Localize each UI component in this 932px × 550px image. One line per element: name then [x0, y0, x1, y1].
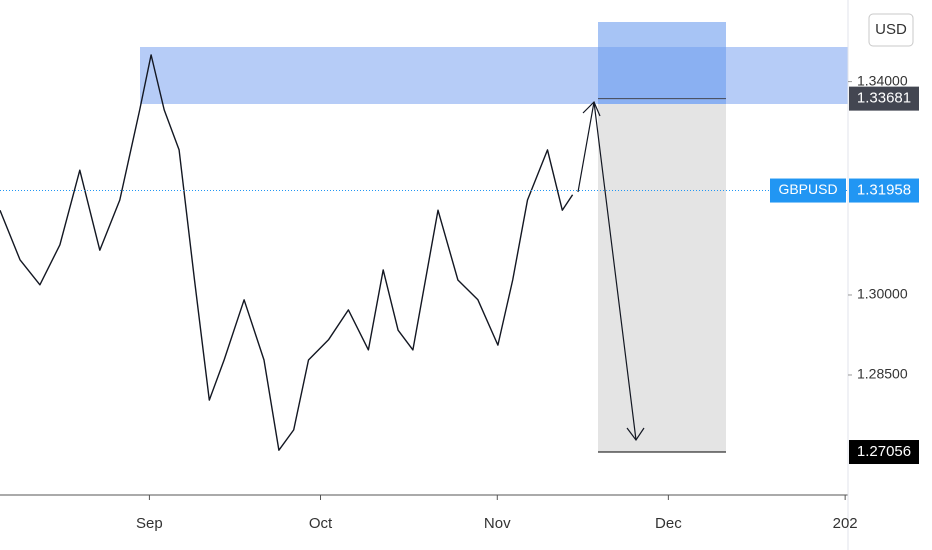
y-tick-label: 1.28500 [857, 366, 908, 382]
y-tick-label: 1.30000 [857, 286, 908, 302]
x-tick-label: Dec [655, 515, 682, 532]
currency-button-box[interactable] [868, 13, 914, 47]
supply-zone [140, 47, 848, 104]
symbol-label: GBPUSD [778, 181, 837, 197]
price-label-box [849, 440, 919, 465]
arrows [577, 100, 645, 442]
x-tick-label: Nov [484, 515, 511, 532]
x-tick-label: Sep [136, 515, 163, 532]
price-label: 1.31958 [857, 182, 911, 199]
x-tick-label: 202 [833, 515, 858, 532]
symbol-label-box [770, 178, 846, 203]
x-tick-label: Oct [309, 515, 333, 532]
currency-label[interactable]: USD [875, 21, 907, 38]
price-label: 1.33681 [857, 90, 911, 107]
risk-zone [598, 104, 726, 452]
currency-button[interactable]: USD [868, 13, 914, 47]
price-label-box [849, 86, 919, 111]
y-tick-label: 1.34000 [857, 72, 908, 88]
plot [0, 54, 848, 453]
arrow-head [626, 427, 645, 442]
arrow-head [582, 100, 601, 117]
price-label: 1.27056 [857, 443, 911, 460]
axes: 1.28500 1.30000 1.34000 Sep Oct Nov Dec 202 1.33… [136, 72, 919, 532]
target-zone [598, 22, 726, 104]
price-line [0, 54, 574, 451]
drawings [140, 22, 848, 452]
price-label-box [849, 178, 919, 203]
